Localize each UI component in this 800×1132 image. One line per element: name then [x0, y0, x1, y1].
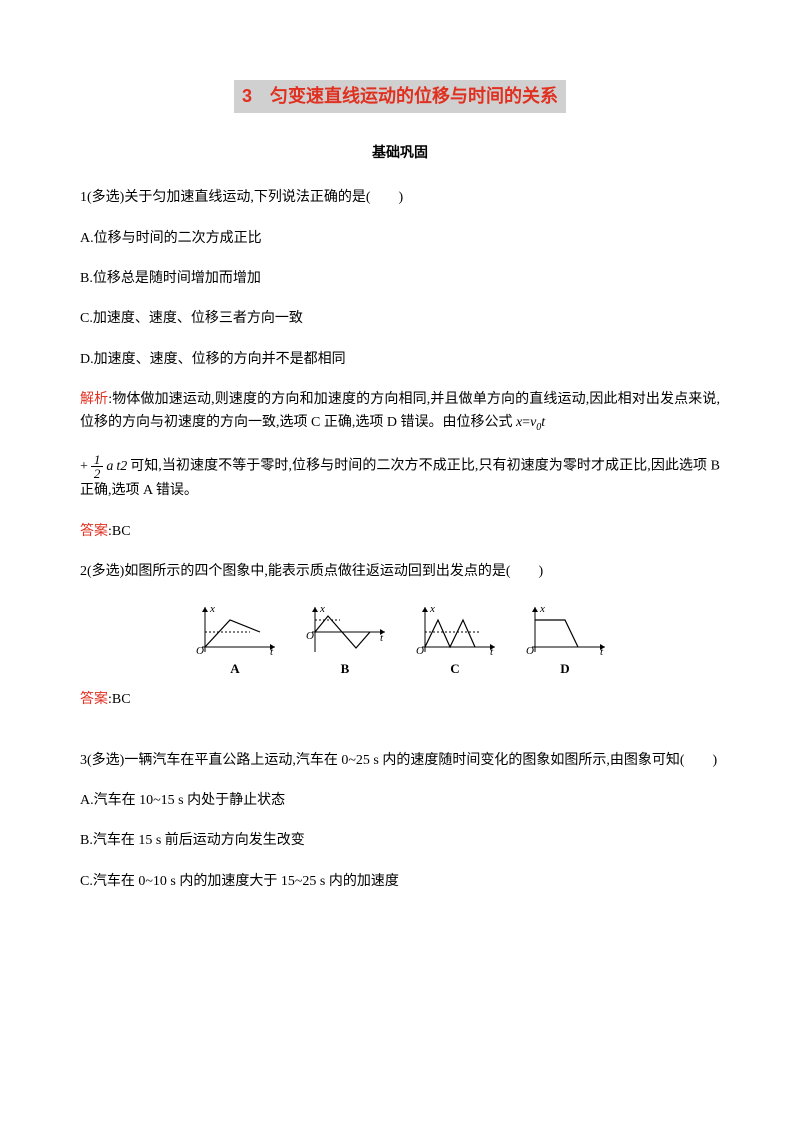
explain-text-post: ,当初速度不等于零时,位移与时间的二次方不成正比,只有初速度为零时才成正比,因此…: [80, 459, 720, 498]
chart-d-icon: x O t: [520, 602, 610, 657]
answer-label: 答案: [80, 524, 108, 539]
fraction-icon: 1 2: [91, 453, 104, 480]
svg-text:x: x: [539, 603, 545, 615]
explain-text-pre: :物体做加速运动,则速度的方向和加速度的方向相同,并且做单方向的直线运动,因此相…: [80, 392, 720, 429]
svg-text:O: O: [196, 645, 204, 657]
diagram-c: x O t C: [410, 602, 500, 680]
diagram-b: x O t B: [300, 602, 390, 680]
svg-text:t: t: [380, 632, 384, 644]
svg-text:O: O: [306, 630, 314, 642]
q1-option-c: C.加速度、速度、位移三者方向一致: [80, 308, 720, 330]
q1-option-d: D.加速度、速度、位移的方向并不是都相同: [80, 349, 720, 371]
q1-explanation: 解析:物体做加速运动,则速度的方向和加速度的方向相同,并且做单方向的直线运动,因…: [80, 389, 720, 435]
diagram-a-label: A: [190, 659, 280, 680]
svg-text:x: x: [209, 603, 215, 615]
q3-option-b: B.汽车在 15 s 前后运动方向发生改变: [80, 830, 720, 852]
q2-stem: 2(多选)如图所示的四个图象中,能表示质点做往返运动回到出发点的是( ): [80, 561, 720, 583]
q1-option-a: A.位移与时间的二次方成正比: [80, 228, 720, 250]
answer-value: :BC: [108, 524, 131, 539]
q1-option-b: B.位移总是随时间增加而增加: [80, 268, 720, 290]
svg-text:O: O: [416, 645, 424, 657]
svg-text:O: O: [526, 645, 534, 657]
section-subtitle: 基础巩固: [80, 141, 720, 163]
q1-answer: 答案:BC: [80, 521, 720, 543]
chart-b-icon: x O t: [300, 602, 390, 657]
formula-plus: +: [80, 456, 88, 478]
diagram-b-label: B: [300, 659, 390, 680]
frac-den: 2: [91, 467, 104, 480]
diagram-a: x O t A: [190, 602, 280, 680]
formula-t2: t2: [116, 456, 127, 478]
q2-diagram-row: x O t A x O t B x O t: [80, 602, 720, 680]
formula-t: t: [541, 415, 545, 430]
q3-stem: 3(多选)一辆汽车在平直公路上运动,汽车在 0~25 s 内的速度随时间变化的图…: [80, 750, 720, 772]
diagram-d: x O t D: [520, 602, 610, 680]
answer-value-2: :BC: [108, 692, 131, 707]
q1-formula-line: + 1 2 at2可知 ,当初速度不等于零时,位移与时间的二次方不成正比,只有初…: [80, 453, 720, 502]
page-title: 3 匀变速直线运动的位移与时间的关系: [234, 80, 566, 113]
explain-label: 解析: [80, 392, 108, 407]
formula-eq: =: [522, 415, 530, 430]
svg-text:x: x: [429, 603, 435, 615]
formula-tail: 可知: [130, 456, 158, 478]
answer-label-2: 答案: [80, 692, 108, 707]
formula-second-term: + 1 2 at2可知: [80, 453, 158, 480]
frac-num: 1: [91, 453, 104, 467]
q3-option-a: A.汽车在 10~15 s 内处于静止状态: [80, 790, 720, 812]
q1-stem: 1(多选)关于匀加速直线运动,下列说法正确的是( ): [80, 187, 720, 209]
q2-answer: 答案:BC: [80, 689, 720, 711]
diagram-d-label: D: [520, 659, 610, 680]
chart-a-icon: x O t: [190, 602, 280, 657]
q3-option-c: C.汽车在 0~10 s 内的加速度大于 15~25 s 内的加速度: [80, 871, 720, 893]
svg-text:x: x: [319, 603, 325, 615]
formula-a: a: [106, 456, 113, 478]
diagram-c-label: C: [410, 659, 500, 680]
chart-c-icon: x O t: [410, 602, 500, 657]
